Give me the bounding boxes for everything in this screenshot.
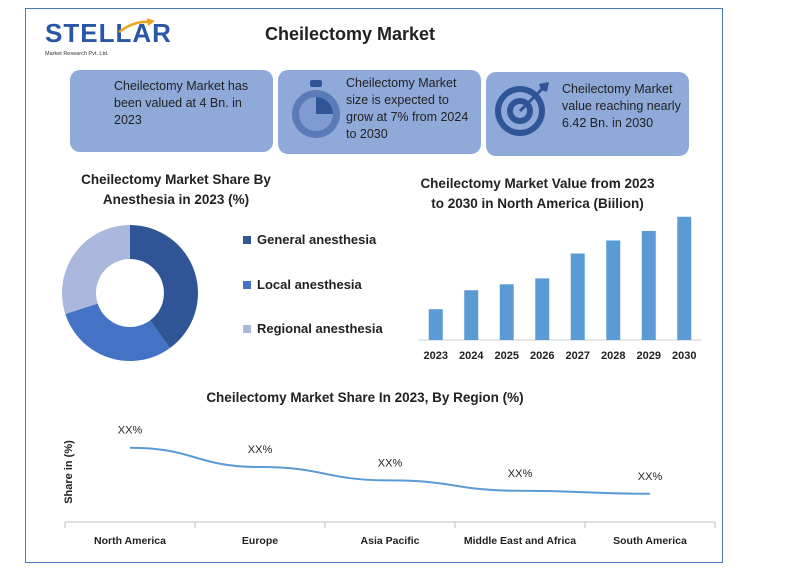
line-data-label: XX%: [638, 471, 663, 483]
line-tick-label: Europe: [242, 535, 278, 547]
bar-2028: [606, 240, 621, 340]
target-icon: [495, 82, 549, 136]
line-data-label: XX%: [248, 444, 273, 456]
legend-item-regional-anesthesia: Regional anesthesia: [243, 321, 383, 336]
line-tick-label: Asia Pacific: [361, 535, 420, 547]
bar-tick-label: 2024: [459, 350, 484, 362]
legend-swatch: [243, 324, 251, 333]
stopwatch-icon: [292, 80, 340, 138]
bar-tick-label: 2025: [495, 350, 519, 362]
info-card-valuation-text: Cheilectomy Market has been valued at 4 …: [114, 79, 249, 127]
logo-tagline: Market Research Pvt. Ltd.: [45, 51, 109, 57]
donut-chart: [61, 225, 198, 361]
line-tick-label: Middle East and Africa: [464, 535, 576, 547]
line-data-label: XX%: [508, 468, 533, 480]
bar-2026: [535, 278, 550, 340]
info-card-valuation: Cheilectomy Market has been valued at 4 …: [70, 70, 273, 152]
bar-2029: [641, 230, 656, 340]
legend-item-general-anesthesia: General anesthesia: [243, 232, 376, 247]
bar-chart: 2023 2024 2025 2026 2027 2028 2029 2030: [418, 216, 702, 362]
info-card-growth-text: Cheilectomy Market size is expected to g…: [346, 76, 469, 141]
line-data-label: XX%: [378, 457, 403, 469]
bar-tick-label: 2029: [637, 350, 661, 362]
legend-label: Regional anesthesia: [257, 321, 383, 336]
bar-tick-label: 2027: [566, 350, 590, 362]
line-tick-label: South America: [613, 535, 687, 547]
stellar-logo: STELLAR Market Research Pvt. Ltd.: [45, 14, 171, 64]
line-chart-title: Cheilectomy Market Share In 2023, By Reg…: [206, 390, 524, 405]
donut-slice-regional-anesthesia: [61, 225, 130, 315]
donut-slice-local-anesthesia: [65, 303, 170, 361]
bar-tick-label: 2026: [530, 350, 554, 362]
line-series: [129, 446, 651, 495]
legend-swatch: [243, 280, 251, 289]
line-tick-label: North America: [94, 535, 166, 547]
bar-tick-label: 2023: [424, 350, 448, 362]
bar-2023: [428, 309, 443, 340]
line-y-axis-label: Share in (%): [63, 440, 75, 504]
line-chart: Share in (%) XX% North America XX% Europe XX%…: [63, 425, 716, 547]
info-card-forecast: Cheilectomy Market value reaching nearly…: [486, 72, 689, 156]
page-title: Cheilectomy Market: [264, 24, 436, 44]
donut-title-line1: Cheilectomy Market Share By: [81, 172, 271, 187]
bar-2025: [499, 284, 514, 340]
donut-slice-general-anesthesia: [130, 225, 198, 349]
line-data-label: XX%: [118, 425, 143, 437]
bar-2030: [677, 216, 692, 340]
legend-label: Local anesthesia: [257, 277, 362, 292]
donut-title-line2: Anesthesia in 2023 (%): [102, 192, 250, 207]
bar-chart-title: Cheilectomy Market Value from 2023 to 20…: [395, 174, 680, 214]
logo-arrow-icon: [118, 18, 155, 34]
legend-swatch: [243, 235, 251, 244]
legend-item-local-anesthesia: Local anesthesia: [243, 277, 362, 292]
bar-title-line2: to 2030 in North America (Biilion): [431, 196, 644, 211]
bar-title-line1: Cheilectomy Market Value from 2023: [420, 176, 655, 191]
bar-2024: [464, 290, 479, 340]
bar-2027: [570, 253, 585, 340]
legend-label: General anesthesia: [257, 232, 377, 247]
bar-tick-label: 2030: [672, 350, 696, 362]
donut-chart-title: Cheilectomy Market Share By Anesthesia i…: [60, 170, 292, 210]
bar-tick-label: 2028: [601, 350, 625, 362]
info-card-growth: Cheilectomy Market size is expected to g…: [278, 70, 481, 154]
info-card-forecast-text: Cheilectomy Market value reaching nearly…: [562, 82, 681, 130]
